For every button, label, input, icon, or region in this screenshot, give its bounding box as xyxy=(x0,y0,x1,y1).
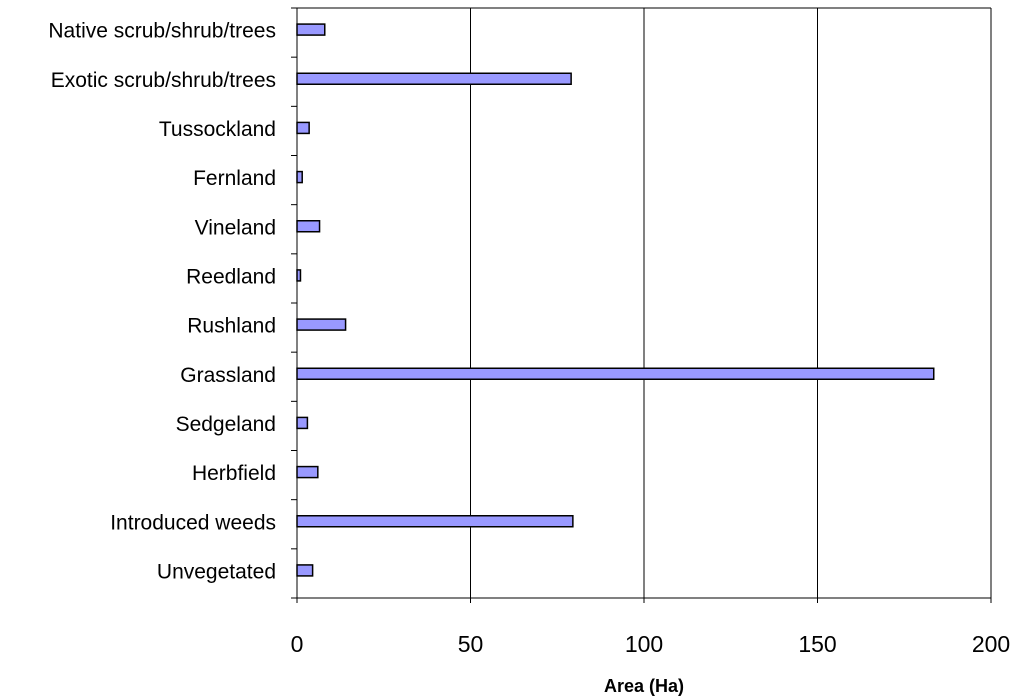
x-tick-label: 50 xyxy=(458,631,484,657)
x-tick-labels: 0 50 100 150 200 xyxy=(291,631,1011,657)
x-tick-label: 200 xyxy=(972,631,1010,657)
category-label: Vineland xyxy=(195,216,276,239)
bar xyxy=(296,269,302,282)
bar xyxy=(296,318,347,331)
bar xyxy=(296,121,310,135)
bar xyxy=(296,515,574,528)
category-label: Rushland xyxy=(187,315,276,338)
category-label: Herbfield xyxy=(192,462,276,485)
bar xyxy=(296,564,314,577)
category-label: Sedgeland xyxy=(176,413,276,436)
bar xyxy=(296,416,309,430)
bars xyxy=(296,23,935,577)
category-label: Grassland xyxy=(180,364,276,387)
category-label: Introduced weeds xyxy=(110,511,276,534)
grid-lines xyxy=(297,7,992,598)
category-label: Exotic scrub/shrub/trees xyxy=(51,69,276,92)
x-tick-label: 150 xyxy=(798,631,836,657)
category-label: Tussockland xyxy=(159,118,276,141)
bar xyxy=(296,23,326,36)
bar xyxy=(296,465,319,479)
category-labels: Native scrub/shrub/trees Exotic scrub/shr… xyxy=(48,20,276,584)
category-label: Fernland xyxy=(193,167,276,190)
x-axis-title: Area (Ha) xyxy=(604,676,684,696)
bar xyxy=(296,170,303,184)
bar xyxy=(296,72,572,85)
x-tick-label: 100 xyxy=(625,631,663,657)
category-label: Unvegetated xyxy=(157,560,276,583)
category-label: Native scrub/shrub/trees xyxy=(48,20,276,43)
axes xyxy=(291,7,992,603)
bar xyxy=(296,367,935,380)
bar xyxy=(296,220,321,233)
x-tick-label: 0 xyxy=(291,631,304,657)
category-label: Reedland xyxy=(186,265,276,288)
